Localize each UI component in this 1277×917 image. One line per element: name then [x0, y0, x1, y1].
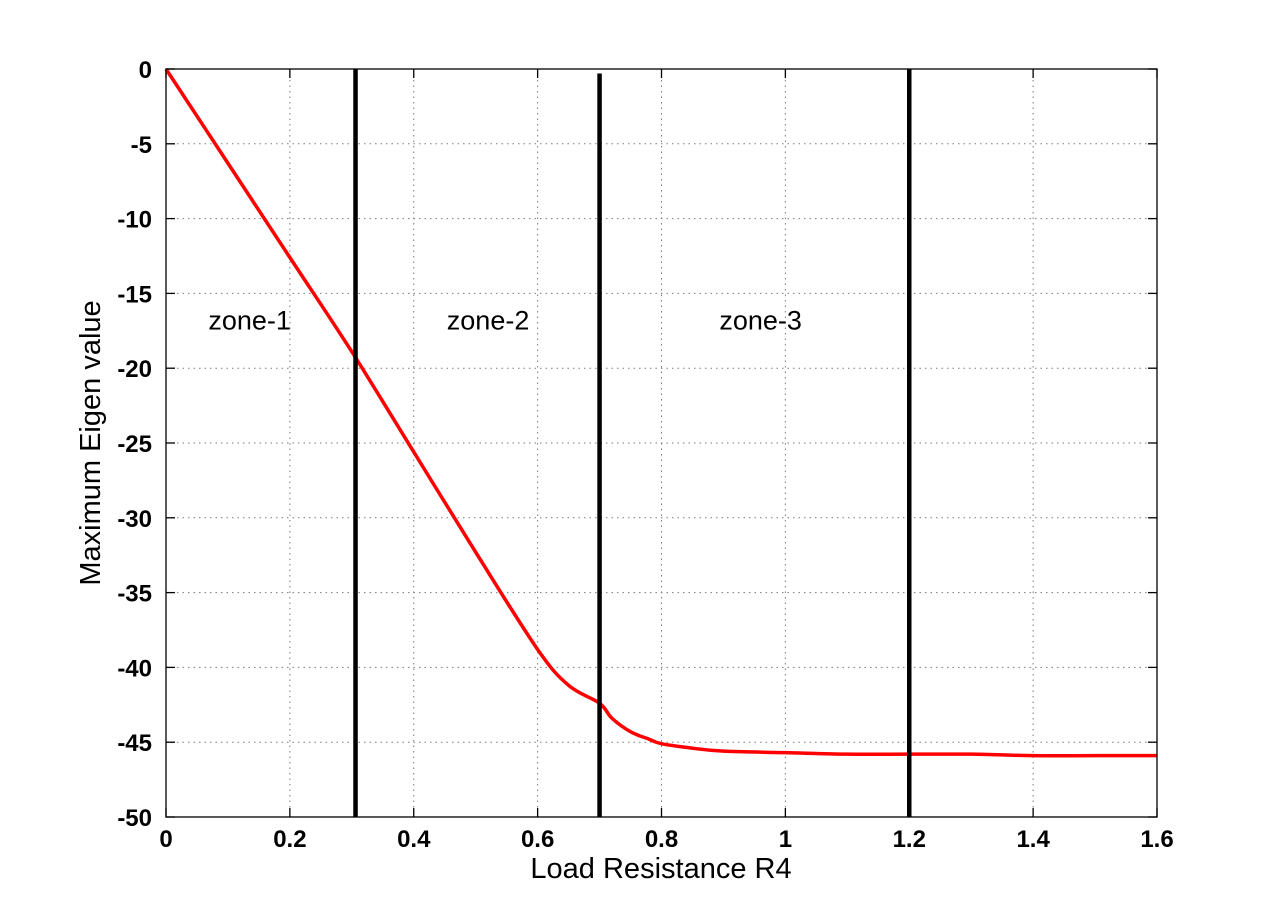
grid-lines	[166, 69, 1157, 817]
x-tick-label: 0.6	[521, 826, 554, 853]
y-tick-label: -5	[131, 132, 152, 159]
y-tick-label: -15	[117, 281, 152, 308]
x-axis-label: Load Resistance R4	[530, 853, 791, 885]
x-tick-label: 1	[779, 826, 792, 853]
x-tick-label: 0.8	[645, 826, 678, 853]
y-tick-label: -20	[117, 356, 152, 383]
y-tick-label: -50	[117, 805, 152, 832]
eigenvalue-curve	[164, 68, 1157, 758]
zone-label: zone-2	[447, 305, 530, 335]
y-tick-label: -35	[117, 581, 152, 608]
plot-frame	[165, 68, 1158, 818]
x-tick-label: 0	[159, 826, 172, 853]
zone-label: zone-3	[719, 305, 802, 335]
x-tick-labels: 0 0.2 0.4 0.6 0.8 1 1.2 1.4 1.6	[159, 826, 1173, 853]
plot-area: zone-1 zone-2 zone-3	[164, 68, 1158, 818]
zone-labels: zone-1 zone-2 zone-3	[208, 305, 802, 335]
data-series	[164, 68, 1157, 758]
y-axis-label: Maximum Eigen value	[75, 300, 107, 585]
y-tick-label: -45	[117, 730, 152, 757]
x-tick-label: 0.2	[273, 826, 306, 853]
zone-boundaries	[353, 69, 912, 817]
zone-label: zone-1	[208, 305, 291, 335]
y-tick-label: -30	[117, 506, 152, 533]
y-tick-label: -10	[117, 207, 152, 234]
y-tick-labels: -50-45-40-35-30-25-20-15-10-50	[117, 57, 152, 832]
y-tick-label: 0	[139, 57, 152, 84]
x-tick-label: 1.2	[893, 826, 926, 853]
y-tick-label: -40	[117, 655, 152, 682]
x-tick-label: 1.4	[1016, 826, 1050, 853]
x-tick-label: 0.4	[397, 826, 431, 853]
x-tick-label: 1.6	[1140, 826, 1173, 853]
y-tick-label: -25	[117, 431, 152, 458]
